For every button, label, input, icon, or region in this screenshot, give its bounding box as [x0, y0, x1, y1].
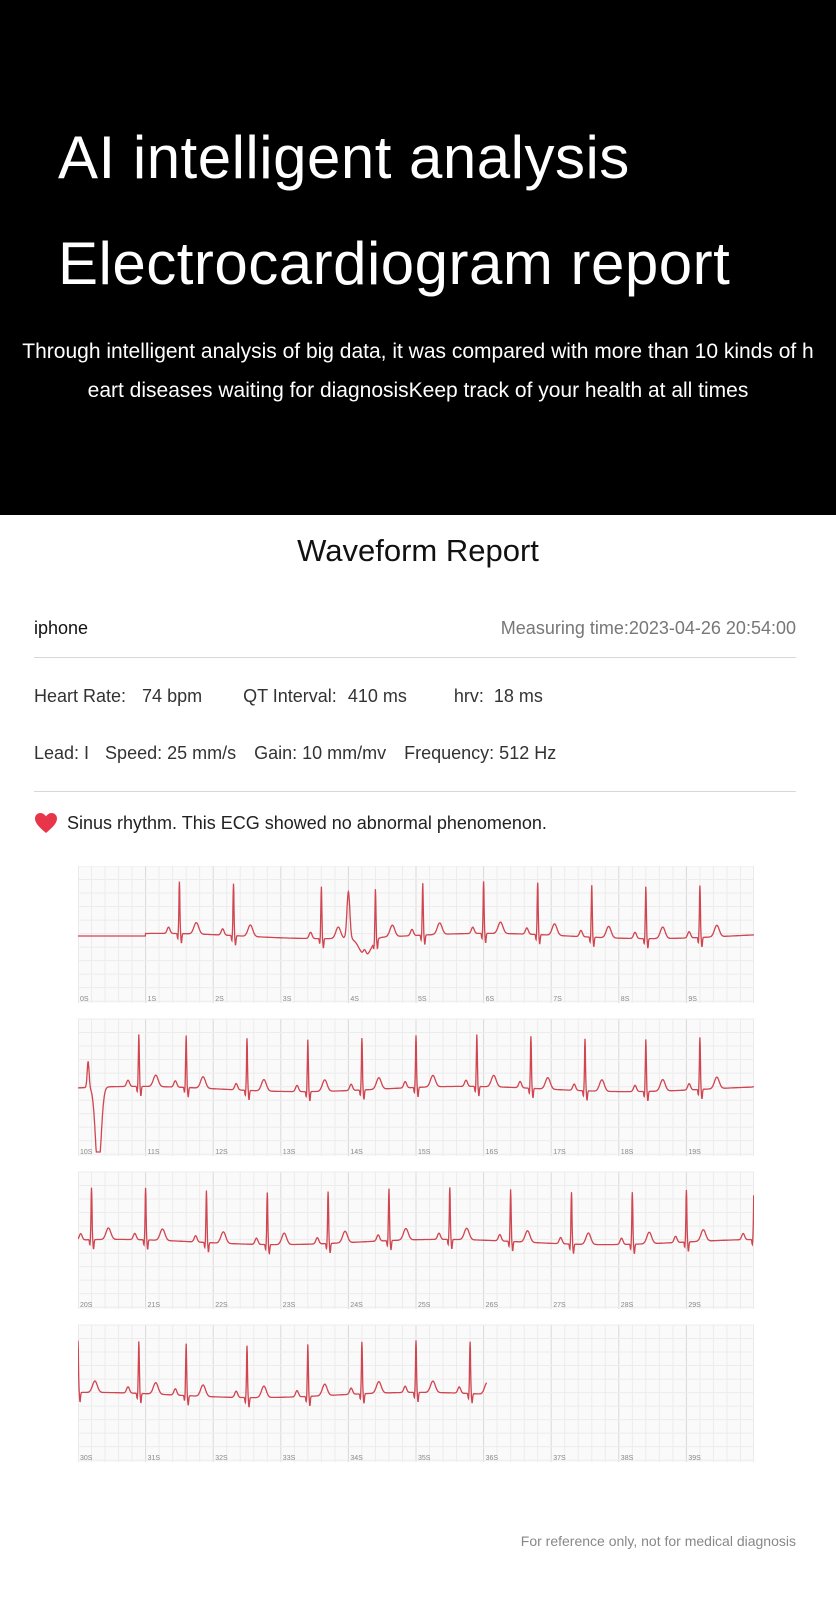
hero-title-line1: AI intelligent analysis — [58, 124, 630, 191]
heart-rate-value: 74 bpm — [142, 686, 203, 706]
time-tick-label: 13S — [283, 1149, 296, 1156]
time-tick-label: 5S — [418, 996, 427, 1003]
ecg-trace — [78, 1340, 488, 1408]
time-tick-label: 4S — [350, 996, 359, 1003]
ecg-trace — [78, 1187, 754, 1255]
time-tick-label: 20S — [80, 1302, 93, 1309]
time-tick-label: 34S — [350, 1455, 363, 1462]
time-tick-label: 26S — [486, 1302, 499, 1309]
time-tick-label: 10S — [80, 1149, 93, 1156]
disclaimer: For reference only, not for medical diag… — [520, 1533, 796, 1549]
time-tick-label: 24S — [350, 1302, 363, 1309]
gain: Gain: 10 mm/mv — [254, 743, 387, 763]
qt-interval-label: QT Interval: — [243, 686, 337, 706]
time-tick-label: 6S — [486, 996, 495, 1003]
time-tick-label: 9S — [688, 996, 697, 1003]
acquisition-row: Lead: I Speed: 25 mm/s Gain: 10 mm/mv Frequ… — [34, 743, 796, 764]
speed: Speed: 25 mm/s — [105, 743, 237, 763]
time-tick-label: 7S — [553, 996, 562, 1003]
time-tick-label: 0S — [80, 996, 89, 1003]
heart-icon — [35, 813, 57, 833]
time-tick-label: 21S — [148, 1302, 161, 1309]
time-tick-label: 19S — [688, 1149, 701, 1156]
qt-interval-value: 410 ms — [347, 686, 407, 706]
lead: Lead: I — [34, 743, 90, 763]
time-tick-label: 3S — [283, 996, 292, 1003]
divider — [34, 657, 796, 658]
time-tick-label: 15S — [418, 1149, 431, 1156]
time-tick-label: 22S — [215, 1302, 228, 1309]
time-tick-label: 30S — [80, 1455, 93, 1462]
time-tick-label: 39S — [688, 1455, 701, 1462]
time-tick-label: 11S — [148, 1149, 160, 1156]
time-tick-label: 27S — [553, 1302, 566, 1309]
time-tick-label: 16S — [486, 1149, 499, 1156]
ecg-strip: 0S 1S 2S 3S 4S 5S 6S 7S 8S 9S — [78, 866, 754, 1003]
time-tick-label: 35S — [418, 1455, 431, 1462]
time-tick-label: 37S — [553, 1455, 566, 1462]
hrv-label: hrv: — [453, 686, 484, 706]
time-tick-label: 32S — [215, 1455, 228, 1462]
time-tick-label: 2S — [215, 996, 224, 1003]
time-tick-label: 36S — [486, 1455, 499, 1462]
hero-banner: AI intelligent analysis Electrocardiogra… — [0, 0, 836, 515]
result-text: Sinus rhythm. This ECG showed no abnorma… — [67, 812, 547, 833]
device-name: iphone — [34, 618, 89, 638]
time-tick-label: 14S — [350, 1149, 363, 1156]
time-tick-label: 17S — [553, 1149, 566, 1156]
report-title: Waveform Report — [297, 533, 539, 568]
ecg-strip: 30S 31S 32S 33S 34S 35S 36S 37S 38S 39S — [78, 1324, 754, 1462]
ecg-strip: 20S 21S 22S 23S 24S 25S 26S 27S 28S 29S — [78, 1171, 754, 1309]
ecg-strip: 10S 11S 12S 13S 14S 15S 16S 17S 18S 19S — [78, 1018, 754, 1156]
time-tick-label: 38S — [621, 1455, 634, 1462]
time-tick-label: 28S — [621, 1302, 634, 1309]
hero-description: Through intelligent analysis of big data… — [22, 340, 814, 402]
time-tick-label: 25S — [418, 1302, 431, 1309]
frequency: Frequency: 512 Hz — [404, 743, 557, 763]
ecg-waveform-chart: 0S 1S 2S 3S 4S 5S 6S 7S 8S 9S 10S 11S 12S 13S 14S 15S 16… — [78, 866, 754, 1462]
time-tick-label: 1S — [148, 996, 157, 1003]
heart-rate-label: Heart Rate: — [34, 686, 127, 706]
time-tick-label: 23S — [283, 1302, 296, 1309]
time-tick-label: 18S — [621, 1149, 634, 1156]
time-tick-label: 31S — [148, 1455, 161, 1462]
time-tick-label: 29S — [688, 1302, 701, 1309]
hero-title-line2: Electrocardiogram report — [58, 230, 731, 297]
result-row: Sinus rhythm. This ECG showed no abnorma… — [34, 812, 547, 834]
vitals-row: Heart Rate: 74 bpm QT Interval: 410 ms hrv… — [34, 686, 796, 707]
ecg-trace — [78, 881, 754, 955]
measuring-time: Measuring time:2023-04-26 20:54:00 — [500, 618, 796, 638]
divider — [34, 791, 796, 792]
hrv-value: 18 ms — [493, 686, 543, 706]
ecg-trace — [78, 1034, 754, 1153]
time-tick-label: 33S — [283, 1455, 296, 1462]
time-tick-label: 8S — [621, 996, 630, 1003]
time-tick-label: 12S — [215, 1149, 228, 1156]
